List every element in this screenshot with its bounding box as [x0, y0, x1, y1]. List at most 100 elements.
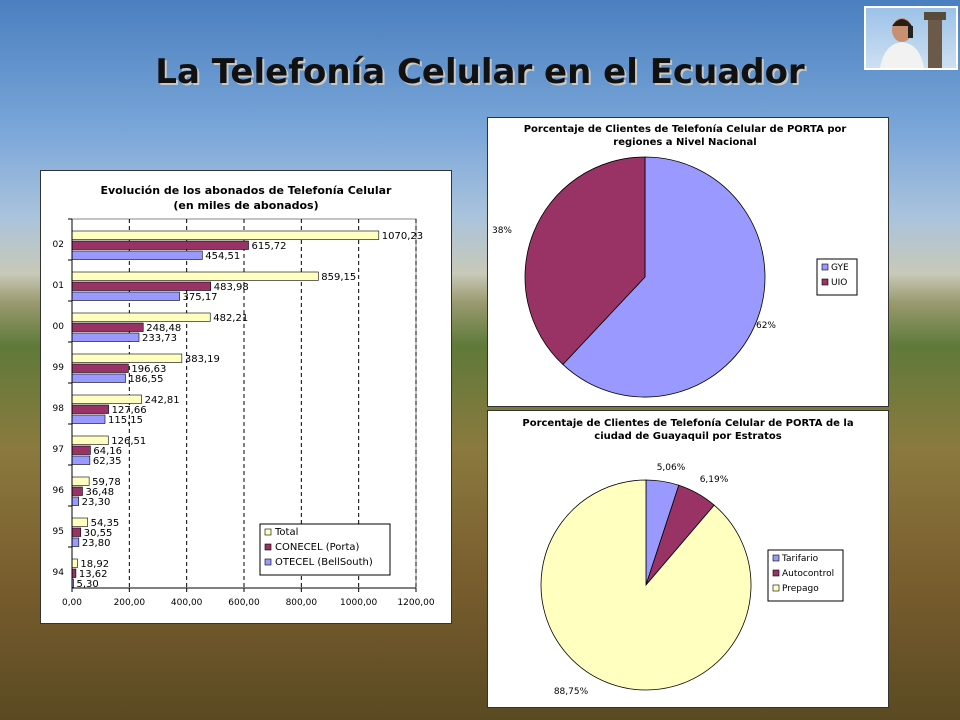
bar-value-label: 62,35 [93, 456, 122, 467]
bar-total [71, 312, 211, 322]
bar-total [71, 517, 88, 527]
bar-otecel [71, 537, 80, 547]
legend-label: Autocontrol [782, 569, 834, 579]
bar-total [71, 476, 90, 486]
legend-label: Prepago [782, 584, 819, 594]
category-label: 99 [53, 363, 65, 373]
category-label: 98 [53, 404, 65, 414]
pie-slice-label: 62% [756, 321, 776, 331]
bar-value-label: 13,62 [79, 569, 108, 580]
bar-otecel [71, 414, 106, 424]
bar-total [71, 435, 109, 445]
category-label: 01 [53, 281, 64, 291]
legend-label: OTECEL (BellSouth) [275, 557, 373, 568]
slide-title: La Telefonía Celular en el Ecuador [155, 52, 805, 92]
pie-slice-label: 88,75% [554, 687, 589, 697]
pie-regions-title: Porcentaje de Clientes de Telefonía Celu… [524, 123, 847, 135]
bar-chart-subtitle: (en miles de abonados) [173, 199, 318, 212]
bar-value-label: 1070,23 [382, 231, 423, 242]
pie-slice-prepago [540, 479, 752, 691]
legend-box [767, 549, 844, 602]
pie-strata-title-line2: ciudad de Guayaquil por Estratos [594, 431, 781, 442]
legend-swatch [821, 263, 829, 271]
legend-swatch [264, 528, 272, 536]
legend-swatch [821, 278, 829, 286]
bar-conecel [71, 568, 77, 578]
bar-value-label: 23,30 [82, 497, 111, 508]
pie-slice-uio [524, 156, 646, 366]
bar-conecel [71, 363, 129, 373]
bar-value-label: 30,55 [84, 528, 113, 539]
bar-value-label: 233,73 [142, 333, 177, 344]
bar-chart-panel: Evolución de los abonados de Telefonía C… [40, 170, 452, 624]
bar-value-label: 482,21 [213, 313, 248, 324]
bar-otecel [71, 250, 203, 260]
legend-swatch [264, 543, 272, 551]
bar-otecel [71, 291, 180, 301]
category-label: 96 [53, 486, 65, 496]
category-label: 95 [53, 527, 64, 537]
bar-conecel [71, 281, 212, 291]
pie-strata-title: Porcentaje de Clientes de Telefonía Celu… [522, 417, 853, 429]
bar-value-label: 375,17 [183, 292, 218, 303]
bar-total [71, 558, 78, 568]
legend-label: UIO [831, 278, 847, 288]
pie-chart-regions: Porcentaje de Clientes de Telefonía Celu… [492, 123, 858, 398]
legend-swatch [264, 558, 272, 566]
bar-total [71, 230, 380, 240]
bar-value-label: 54,35 [91, 518, 120, 529]
person-photo-icon [880, 12, 946, 68]
x-tick-label: 200,00 [114, 598, 146, 608]
bar-conecel [71, 240, 249, 250]
bar-value-label: 615,72 [252, 241, 287, 252]
legend-box [259, 523, 391, 576]
x-tick-label: 0,00 [62, 598, 82, 608]
bar-value-label: 383,19 [185, 354, 220, 365]
bar-value-label: 242,81 [145, 395, 180, 406]
bar-chart-title: Evolución de los abonados de Telefonía C… [101, 184, 393, 197]
bar-value-label: 64,16 [93, 446, 122, 457]
category-label: 97 [53, 445, 64, 455]
bar-conecel [71, 322, 144, 332]
bar-conecel [71, 527, 82, 537]
bar-value-label: 186,55 [128, 374, 163, 385]
bar-conecel [71, 445, 91, 455]
category-label: 02 [53, 240, 64, 250]
legend-label: Total [274, 527, 298, 538]
x-tick-label: 1000,00 [340, 598, 377, 608]
bar-value-label: 454,51 [205, 251, 240, 262]
bar-value-label: 859,15 [321, 272, 356, 283]
x-tick-label: 1200,00 [397, 598, 434, 608]
bar-total [71, 271, 319, 281]
pie-regions-title-line2: regiones a Nivel Nacional [613, 137, 756, 148]
pie-slice-label: 6,19% [700, 475, 729, 485]
pie-chart-strata: Porcentaje de Clientes de Telefonía Celu… [522, 417, 853, 697]
pie-chart-regions-panel: Porcentaje de Clientes de Telefonía Celu… [487, 117, 889, 407]
legend-label: GYE [831, 263, 849, 273]
bar-value-label: 5,30 [77, 579, 99, 590]
legend-swatch [772, 554, 780, 562]
category-label: 94 [53, 568, 65, 578]
bar-conecel [71, 486, 83, 496]
bar-value-label: 59,78 [92, 477, 121, 488]
legend-swatch [772, 584, 780, 592]
bar-otecel [71, 332, 140, 342]
bar-value-label: 18,92 [80, 559, 109, 570]
x-tick-label: 800,00 [286, 598, 318, 608]
bar-otecel [71, 455, 91, 465]
bar-otecel [71, 373, 126, 383]
bar-value-label: 23,80 [82, 538, 111, 549]
x-tick-label: 600,00 [228, 598, 260, 608]
bar-chart: Evolución de los abonados de Telefonía C… [53, 184, 435, 608]
bar-value-label: 126,51 [111, 436, 146, 447]
pie-slice-label: 38% [492, 226, 512, 236]
bar-value-label: 36,48 [85, 487, 114, 498]
bar-conecel [71, 404, 109, 414]
bar-total [71, 353, 183, 363]
bar-value-label: 115,15 [108, 415, 143, 426]
x-tick-label: 400,00 [171, 598, 203, 608]
bar-value-label: 196,63 [131, 364, 166, 375]
category-label: 00 [53, 322, 65, 332]
pie-chart-strata-panel: Porcentaje de Clientes de Telefonía Celu… [487, 410, 889, 708]
legend-label: Tarifario [781, 554, 819, 564]
